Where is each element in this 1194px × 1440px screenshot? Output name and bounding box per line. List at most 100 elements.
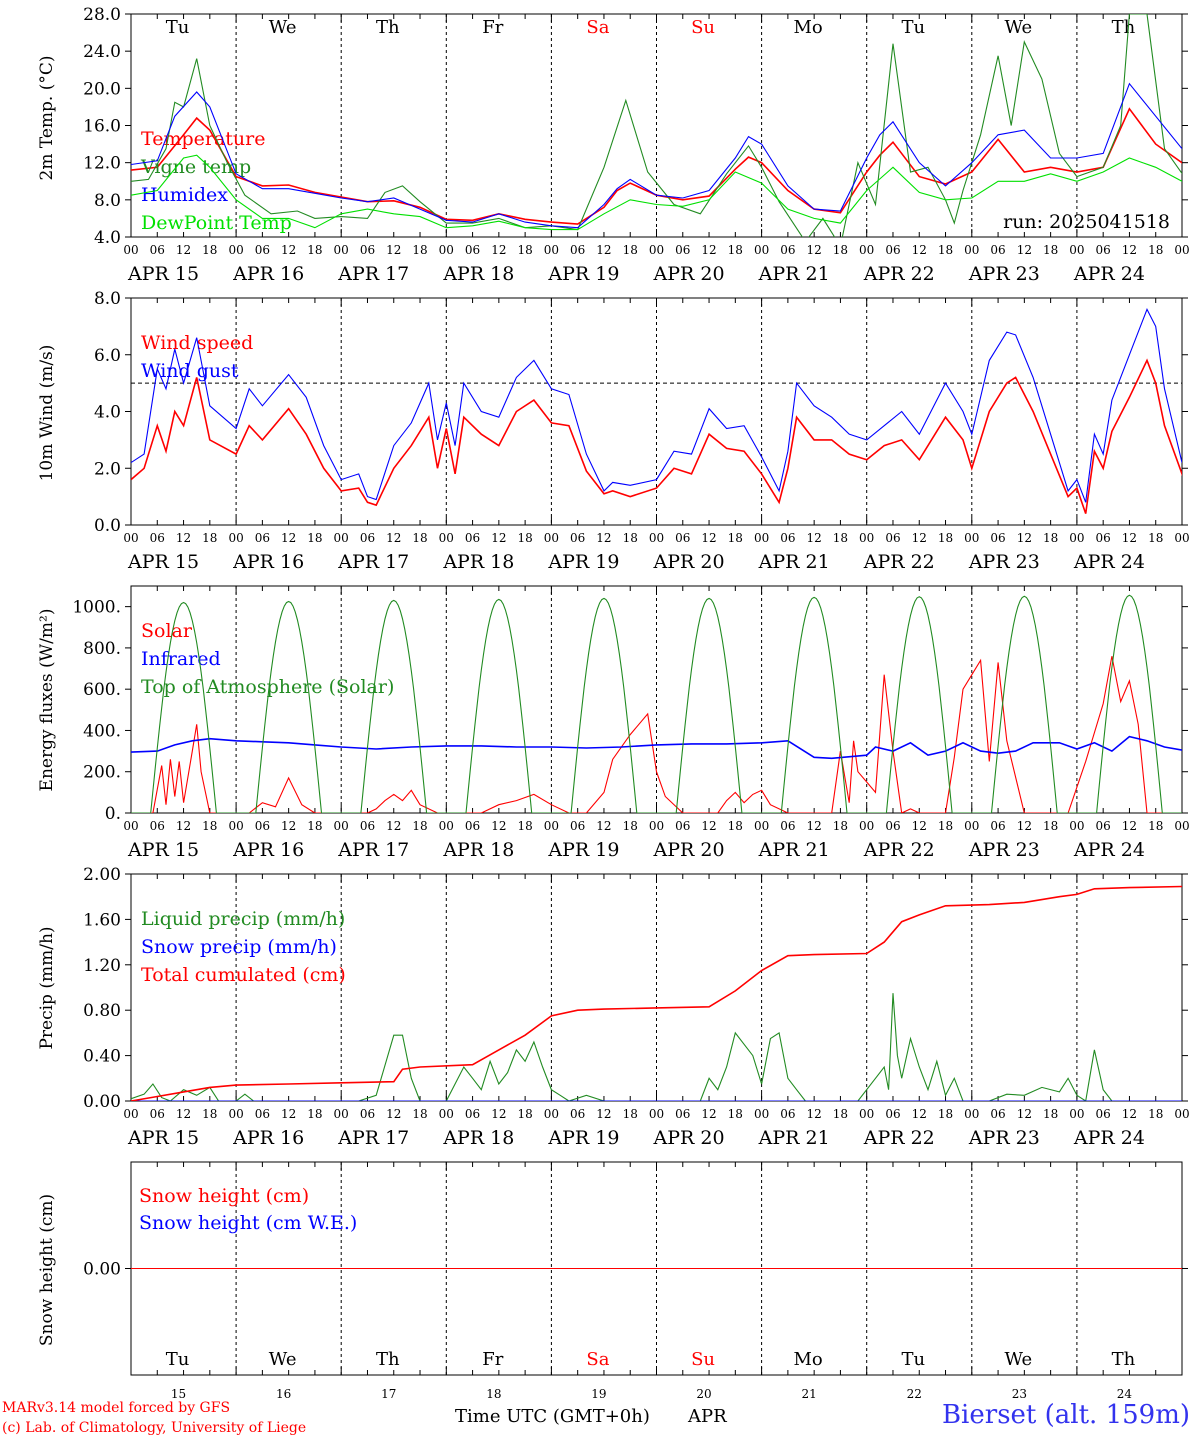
date-label: APR 18: [442, 839, 514, 861]
y-tick-label: 0.0: [94, 516, 121, 536]
hour-tick-label: 06: [990, 1107, 1005, 1121]
hour-tick-label: 12: [912, 531, 927, 545]
y-axis-title: Snow height (cm): [37, 1194, 57, 1346]
hour-tick-label: 06: [150, 1107, 165, 1121]
hour-tick-label: 12: [596, 819, 611, 833]
hour-tick-label: 12: [701, 531, 716, 545]
hour-tick-label: 12: [281, 243, 296, 257]
y-tick-label: 0.00: [83, 1092, 121, 1112]
date-label: APR 16: [232, 839, 304, 861]
hour-tick-label: 06: [1096, 1107, 1111, 1121]
date-label: APR 22: [863, 263, 935, 285]
day-label: Tu: [166, 1349, 190, 1370]
date-label: APR 18: [442, 551, 514, 573]
date-label: APR 15: [127, 263, 199, 285]
day-label: We: [1005, 1349, 1033, 1370]
hour-tick-label: 18: [202, 531, 217, 545]
hour-tick-label: 12: [912, 819, 927, 833]
legend-entry: Wind gust: [141, 360, 239, 382]
hour-tick-label: 18: [202, 1107, 217, 1121]
series-line: [131, 594, 1182, 813]
hour-tick-label: 06: [885, 531, 900, 545]
day-label: Su: [691, 1349, 715, 1370]
y-tick-label: 2.00: [83, 865, 121, 885]
hour-tick-label: 12: [176, 1107, 191, 1121]
legend-entry: Snow precip (mm/h): [141, 936, 337, 958]
day-label: Mo: [794, 1349, 823, 1370]
date-label: APR 16: [232, 1127, 304, 1149]
hour-tick-label: 00: [754, 531, 769, 545]
legend-entry: Snow height (cm): [139, 1185, 309, 1207]
hour-tick-label: 18: [412, 531, 427, 545]
day-label: Fr: [482, 17, 503, 38]
y-tick-label: 8.0: [94, 289, 121, 309]
hour-tick-label: 06: [360, 531, 375, 545]
date-label: APR 18: [442, 263, 514, 285]
y-tick-label: 2.0: [94, 459, 121, 479]
day-number-label: 20: [696, 1387, 711, 1401]
date-label: APR 21: [758, 1127, 830, 1149]
hour-tick-label: 12: [386, 1107, 401, 1121]
hour-tick-label: 12: [701, 1107, 716, 1121]
hour-tick-label: 06: [255, 243, 270, 257]
hour-tick-label: 06: [675, 1107, 690, 1121]
date-label: APR 21: [758, 551, 830, 573]
day-label: Sa: [586, 1349, 609, 1370]
hour-tick-label: 18: [307, 243, 322, 257]
date-label: APR 16: [232, 263, 304, 285]
hour-tick-label: 12: [1122, 819, 1137, 833]
hour-tick-label: 00: [334, 531, 349, 545]
date-label: APR 22: [863, 1127, 935, 1149]
hour-tick-label: 00: [228, 531, 243, 545]
series-line: [131, 993, 1182, 1101]
day-number-label: 18: [486, 1387, 501, 1401]
hour-tick-label: 06: [150, 819, 165, 833]
hour-tick-label: 00: [123, 243, 138, 257]
day-number-label: 15: [171, 1387, 186, 1401]
hour-tick-label: 18: [623, 243, 638, 257]
hour-tick-label: 06: [255, 531, 270, 545]
hour-tick-label: 06: [150, 531, 165, 545]
month-label: APR: [688, 1406, 727, 1427]
hour-tick-label: 18: [833, 819, 848, 833]
hour-tick-label: 12: [596, 531, 611, 545]
date-label: APR 24: [1073, 839, 1145, 861]
y-axis-title: Precip (mm/h): [37, 926, 57, 1049]
hour-tick-label: 12: [386, 243, 401, 257]
hour-tick-label: 00: [334, 243, 349, 257]
hour-tick-label: 06: [255, 819, 270, 833]
hour-tick-label: 00: [439, 1107, 454, 1121]
run-annotation: run: 2025041518: [1003, 211, 1170, 233]
hour-tick-label: 06: [990, 243, 1005, 257]
hour-tick-label: 18: [833, 531, 848, 545]
hour-tick-label: 12: [281, 1107, 296, 1121]
hour-tick-label: 00: [439, 819, 454, 833]
date-label: APR 19: [547, 1127, 619, 1149]
hour-tick-label: 00: [1069, 1107, 1084, 1121]
date-label: APR 20: [653, 1127, 725, 1149]
hour-tick-label: 06: [675, 531, 690, 545]
hour-tick-label: 18: [623, 1107, 638, 1121]
hour-tick-label: 12: [491, 819, 506, 833]
legend-entry: DewPoint Temp: [141, 212, 292, 234]
date-label: APR 21: [758, 839, 830, 861]
hour-tick-label: 12: [1122, 1107, 1137, 1121]
date-label: APR 15: [127, 551, 199, 573]
date-label: APR 24: [1073, 263, 1145, 285]
y-tick-label: 200.: [83, 763, 121, 783]
hour-tick-label: 06: [990, 531, 1005, 545]
hour-tick-label: 00: [1069, 819, 1084, 833]
series-line: [131, 154, 1182, 231]
hour-tick-label: 00: [1069, 243, 1084, 257]
legend-entry: Infrared: [141, 648, 221, 670]
date-label: APR 22: [863, 551, 935, 573]
day-number-label: 17: [381, 1387, 396, 1401]
hour-tick-label: 00: [964, 531, 979, 545]
hour-tick-label: 18: [1148, 1107, 1163, 1121]
day-number-label: 16: [276, 1387, 291, 1401]
series-line: [131, 656, 1182, 813]
credit-line-1: MARv3.14 model forced by GFS: [2, 1400, 231, 1416]
y-tick-label: 8.0: [94, 191, 121, 211]
hour-tick-label: 06: [465, 819, 480, 833]
date-label: APR 18: [442, 1127, 514, 1149]
